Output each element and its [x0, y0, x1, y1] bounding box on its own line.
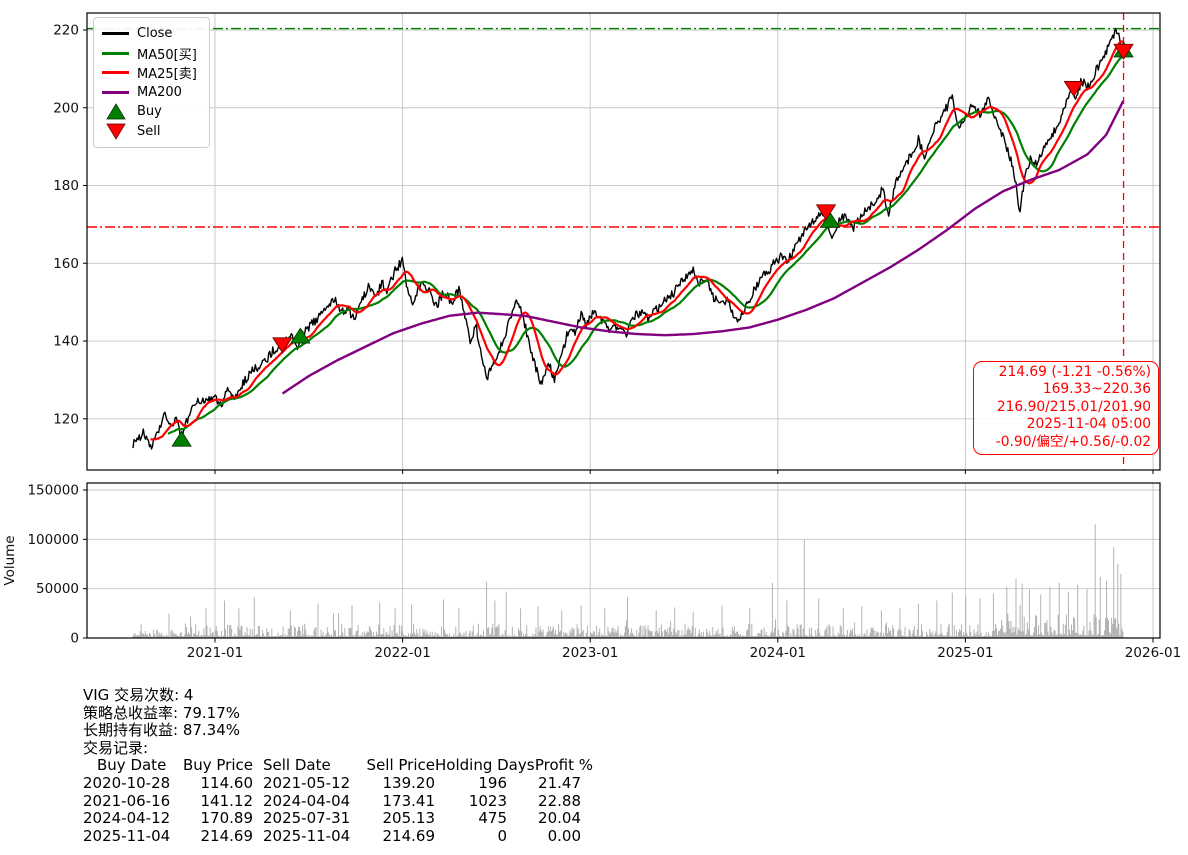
trade-table-header: Buy Date Buy Price Sell Date Sell Price … [83, 757, 593, 775]
table-cell: 205.13 [382, 809, 436, 828]
header-sell-date: Sell Date [263, 756, 331, 775]
table-cell: 2021-06-16 [83, 791, 171, 810]
strategy-stats: VIG 交易次数: 4 策略总收益率: 79.17% 长期持有收益: 87.34… [83, 686, 593, 846]
table-cell: 20.04 [538, 809, 581, 828]
svg-text:2025-01: 2025-01 [937, 645, 993, 661]
price-volume-chart-canvas: 120 140 160 180 200 220 0 50000 100000 150000 2021… [2, 12, 1181, 661]
svg-text:100000: 100000 [27, 532, 79, 548]
svg-text:150000: 150000 [27, 483, 79, 499]
legend-item-buy: Buy [102, 102, 197, 122]
annotation-time-line: 2025-11-04 05:00 [1026, 416, 1151, 433]
legend-item-sell: Sell [102, 122, 197, 142]
table-cell: 0.00 [547, 826, 581, 845]
svg-text:2021-01: 2021-01 [187, 645, 243, 661]
trade-records-title: 交易记录: [83, 738, 149, 757]
table-cell: 22.88 [538, 791, 581, 810]
svg-text:140: 140 [53, 334, 79, 350]
table-row: 2024-04-12 170.89 2025-07-31 205.13 475 20.04 [83, 810, 593, 828]
sell-marker-icon [102, 122, 129, 140]
table-row: 2020-10-28 114.60 2021-05-12 139.20 196 21.47 [83, 773, 593, 793]
table-cell: 475 [478, 809, 507, 828]
table-row: 2021-06-16 141.12 2024-04-04 173.41 1023 22.8… [83, 791, 593, 811]
hold-return-line: 长期持有收益: 87.34% [83, 721, 241, 740]
annotation-price-line: 214.69 (-1.21 -0.56%) [998, 364, 1151, 380]
trade-table-body: 2020-10-28 114.60 2021-05-12 139.20 196 21.47… [83, 773, 593, 846]
strategy-return-line: 策略总收益率: 79.17% [83, 703, 241, 722]
header-sell-price: Sell Price [366, 756, 435, 775]
annotation-signal-line: -0.90/偏空/+0.56/-0.02 [995, 433, 1151, 450]
svg-text:200: 200 [53, 100, 79, 116]
table-cell: 214.69 [200, 826, 254, 845]
table-cell: 0 [497, 826, 507, 845]
table-cell: 2025-11-04 [83, 826, 171, 845]
legend-label: Buy [137, 104, 162, 120]
svg-text:160: 160 [53, 256, 79, 272]
table-cell: 2024-04-12 [83, 809, 171, 828]
table-cell: 1023 [468, 791, 507, 810]
table-cell: 2021-05-12 [263, 773, 351, 792]
table-cell: 2024-04-04 [263, 791, 351, 810]
legend-item-ma50: MA50[买] [102, 44, 197, 64]
ma50-line-swatch [102, 51, 129, 55]
table-cell: 173.41 [382, 791, 436, 810]
header-holding-days: Holding Days [435, 756, 535, 775]
svg-text:0: 0 [70, 631, 79, 647]
header-buy-price: Buy Price [182, 756, 253, 775]
svg-text:220: 220 [53, 23, 79, 39]
svg-text:120: 120 [53, 411, 79, 427]
annotation-range-line: 169.33~220.36 [1042, 381, 1151, 398]
legend-item-close: Close [102, 24, 197, 44]
table-row: 2025-11-04 214.69 2025-11-04 214.69 0 0.00 [83, 826, 593, 846]
svg-text:2023-01: 2023-01 [562, 645, 618, 661]
header-buy-date: Buy Date [97, 756, 167, 775]
header-profit: Profit % [534, 756, 593, 775]
ma200-line-swatch [102, 90, 129, 94]
svg-text:2026-01: 2026-01 [1125, 645, 1181, 661]
legend: Close MA50[买] MA25[卖] MA200 Buy Sell [93, 17, 210, 148]
svg-text:2022-01: 2022-01 [374, 645, 430, 661]
svg-text:Volume: Volume [2, 535, 18, 585]
buy-marker-icon [102, 103, 129, 121]
legend-label: MA50[买] [137, 47, 197, 63]
table-cell: 214.69 [382, 826, 436, 845]
legend-item-ma25: MA25[卖] [102, 63, 197, 83]
legend-label: Sell [137, 123, 161, 139]
table-cell: 196 [478, 773, 507, 792]
annotation-ma-line: 216.90/215.01/201.90 [996, 398, 1151, 415]
table-cell: 139.20 [382, 773, 436, 792]
table-cell: 2025-07-31 [263, 809, 351, 828]
table-cell: 114.60 [200, 773, 254, 792]
table-cell: 170.89 [200, 809, 254, 828]
svg-text:2024-01: 2024-01 [750, 645, 806, 661]
table-cell: 141.12 [200, 791, 254, 810]
table-cell: 2020-10-28 [83, 773, 171, 792]
svg-text:50000: 50000 [36, 581, 79, 597]
trade-count-line: VIG 交易次数: 4 [83, 686, 194, 704]
legend-label: MA200 [137, 84, 182, 100]
legend-label: Close [137, 26, 173, 42]
close-line-swatch [102, 32, 129, 36]
legend-item-ma200: MA200 [102, 83, 197, 103]
ma25-line-swatch [102, 71, 129, 75]
legend-label: MA25[卖] [137, 67, 197, 83]
quote-annotation-box: 214.69 (-1.21 -0.56%) 169.33~220.36 216.… [973, 361, 1159, 456]
table-cell: 2025-11-04 [263, 826, 351, 845]
svg-text:180: 180 [53, 178, 79, 194]
table-cell: 21.47 [538, 773, 581, 792]
